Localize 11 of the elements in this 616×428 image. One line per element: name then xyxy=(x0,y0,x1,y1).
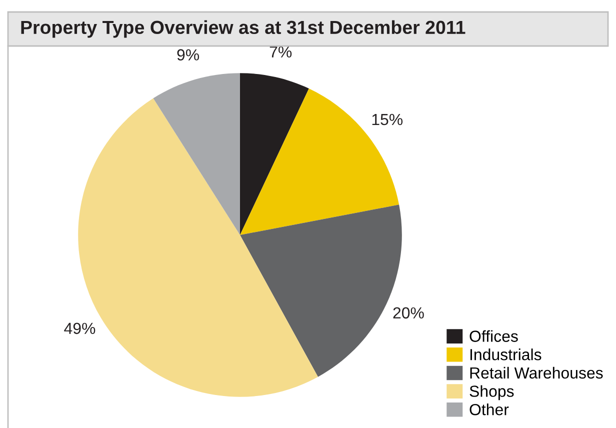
legend-label: Industrials xyxy=(470,348,542,360)
chart-title: Property Type Overview as at 31st December 2011 xyxy=(21,20,466,38)
legend-label: Offices xyxy=(470,330,518,342)
legend-label: Shops xyxy=(470,385,514,400)
data-label: 20% xyxy=(393,307,424,319)
data-label: 49% xyxy=(64,322,96,334)
data-label: 15% xyxy=(372,114,403,126)
legend-label: Retail Warehouses xyxy=(470,366,603,379)
data-label: 9% xyxy=(177,49,200,60)
data-label: 7% xyxy=(270,46,292,58)
legend-label: Other xyxy=(470,404,509,416)
